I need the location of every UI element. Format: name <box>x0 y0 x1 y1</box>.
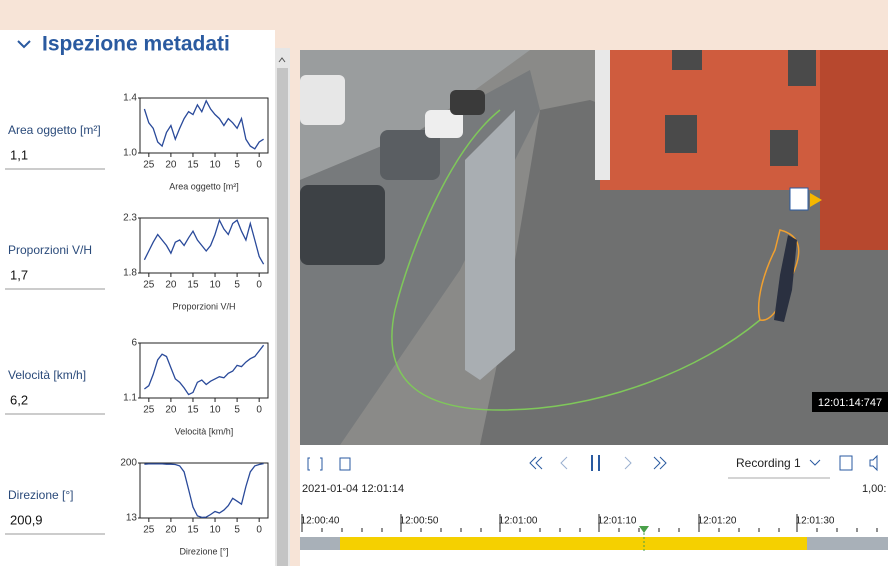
y-tick-label: 1.0 <box>123 148 137 159</box>
timeline-label: 12:00:40 <box>301 516 340 527</box>
x-axis-label: Proporzioni V/H <box>172 301 235 311</box>
datetime: 2021-01-04 12:01:14 <box>302 483 404 495</box>
x-tick-label: 15 <box>187 280 199 291</box>
x-tick-label: 15 <box>187 525 199 536</box>
x-tick-label: 20 <box>165 280 177 291</box>
x-tick-label: 10 <box>209 525 221 536</box>
metric-value: 1,7 <box>10 267 28 282</box>
screen: Ispezione metadati Area oggetto [m²] 1,1 1… <box>0 0 888 566</box>
timeline-label: 12:00:50 <box>400 516 439 527</box>
timeline-label: 12:01:30 <box>796 516 835 527</box>
x-tick-label: 20 <box>165 160 177 171</box>
metric-label: Velocità [km/h] <box>8 368 86 382</box>
x-tick-label: 20 <box>165 525 177 536</box>
video-timestamp: 12:01:14:747 <box>818 397 882 409</box>
x-tick-label: 5 <box>234 525 240 536</box>
x-tick-label: 10 <box>209 405 221 416</box>
video-frame <box>300 50 888 445</box>
x-axis-label: Direzione [°] <box>179 546 228 556</box>
y-tick-label: 6 <box>131 338 137 349</box>
timeline-recorded[interactable] <box>340 537 807 550</box>
y-tick-label: 1.1 <box>123 393 137 404</box>
chart-frame <box>140 218 268 273</box>
y-tick-label: 1.8 <box>123 268 137 279</box>
speed: 1,00: <box>862 483 886 495</box>
x-tick-label: 5 <box>234 405 240 416</box>
x-tick-label: 0 <box>256 525 262 536</box>
metric-label: Direzione [°] <box>8 488 74 502</box>
recording-select[interactable]: Recording 1 <box>736 456 801 470</box>
y-tick-label: 2.3 <box>123 213 137 224</box>
x-tick-label: 5 <box>234 280 240 291</box>
app: Ispezione metadati Area oggetto [m²] 1,1 1… <box>0 0 888 566</box>
panel-title: Ispezione metadati <box>42 33 230 56</box>
x-tick-label: 0 <box>256 280 262 291</box>
x-tick-label: 0 <box>256 405 262 416</box>
x-tick-label: 10 <box>209 280 221 291</box>
x-tick-label: 10 <box>209 160 221 171</box>
x-tick-label: 25 <box>143 160 155 171</box>
timeline-label: 12:01:10 <box>598 516 637 527</box>
chart-frame <box>140 463 268 518</box>
metric-label: Area oggetto [m²] <box>8 123 101 137</box>
y-tick-label: 13 <box>126 513 138 524</box>
y-tick-label: 200 <box>120 458 137 469</box>
x-tick-label: 25 <box>143 525 155 536</box>
metric-value: 6,2 <box>10 392 28 407</box>
metric-value: 200,9 <box>10 512 43 527</box>
x-tick-label: 5 <box>234 160 240 171</box>
chart-frame <box>140 343 268 398</box>
x-axis-label: Area oggetto [m²] <box>169 181 239 191</box>
x-tick-label: 20 <box>165 405 177 416</box>
scroll-thumb[interactable] <box>277 68 288 566</box>
x-axis-label: Velocità [km/h] <box>175 426 234 436</box>
x-tick-label: 0 <box>256 160 262 171</box>
metric-label: Proporzioni V/H <box>8 243 92 257</box>
y-tick-label: 1.4 <box>123 93 137 104</box>
x-tick-label: 15 <box>187 405 199 416</box>
timeline-label: 12:01:20 <box>698 516 737 527</box>
metric-value: 1,1 <box>10 147 28 162</box>
x-tick-label: 25 <box>143 405 155 416</box>
x-tick-label: 15 <box>187 160 199 171</box>
timeline-label: 12:01:00 <box>499 516 538 527</box>
x-tick-label: 25 <box>143 280 155 291</box>
